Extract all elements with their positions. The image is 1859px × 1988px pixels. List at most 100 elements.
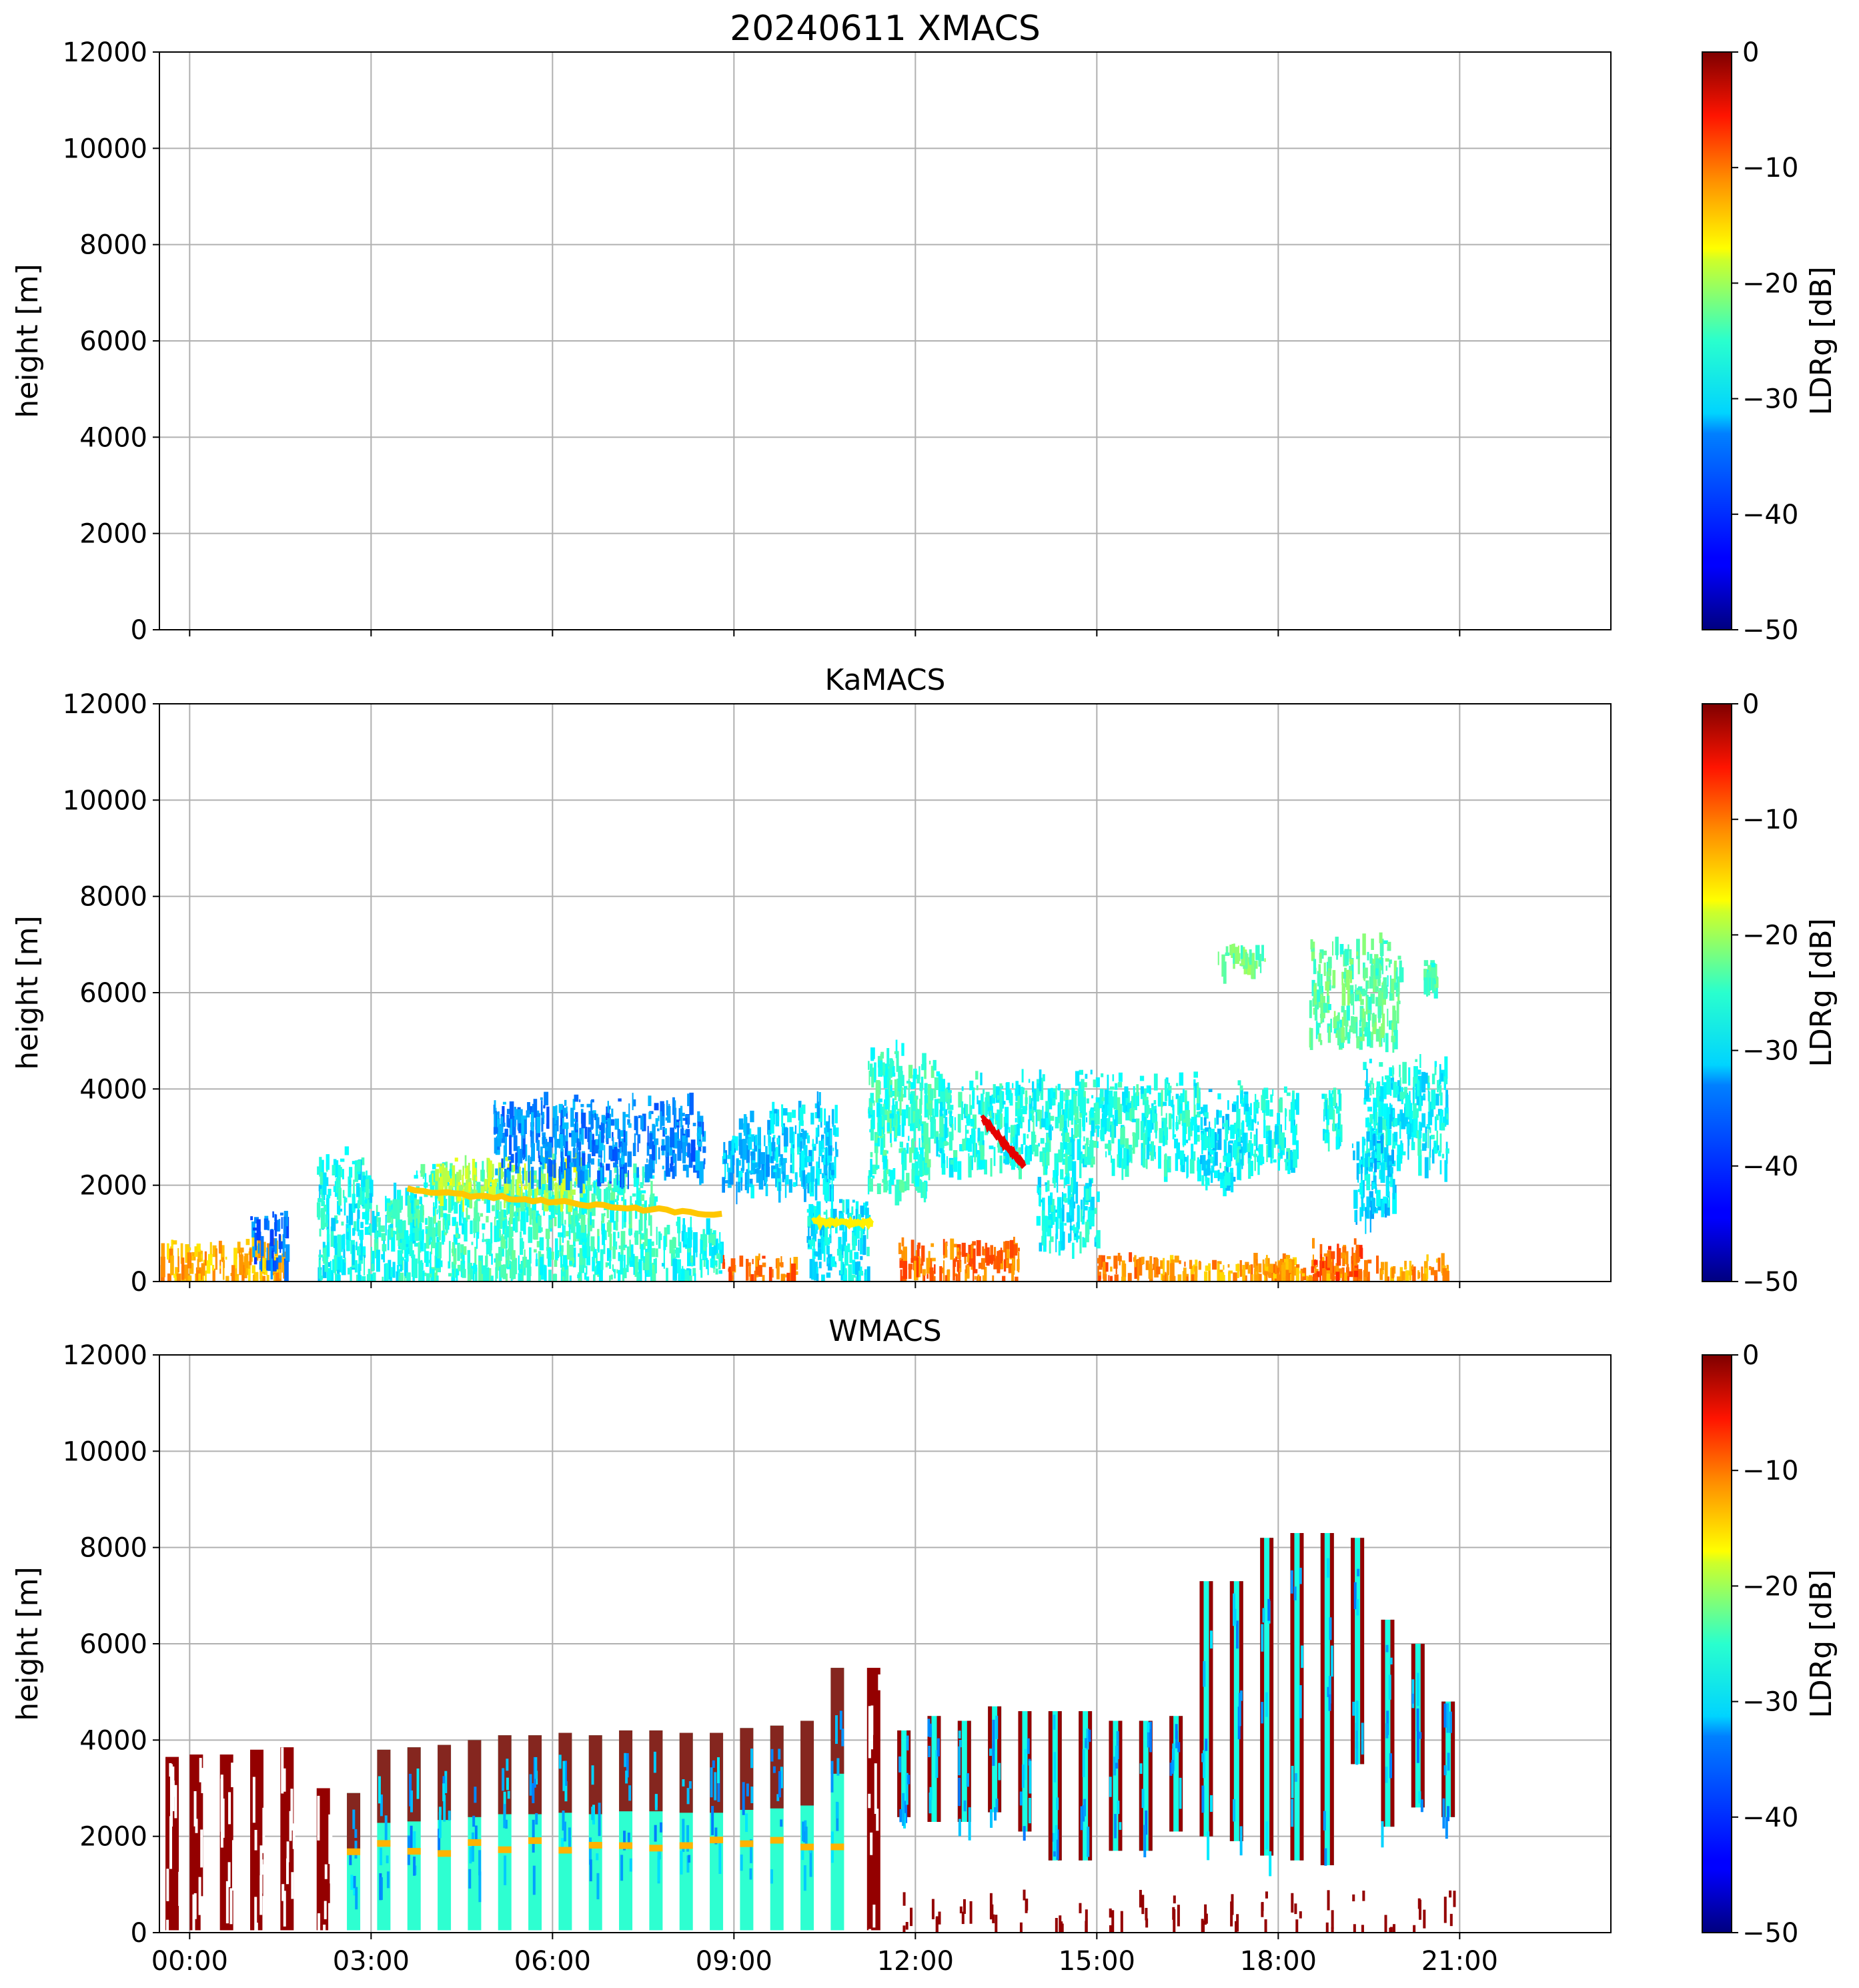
melting-layer-band [406, 1185, 722, 1218]
colorbar-tick-label: −40 [1742, 1151, 1798, 1182]
colorbar-tick-label: −10 [1742, 1456, 1798, 1486]
scan-stripe [1199, 1581, 1213, 1933]
panel-title-kamacs: KaMACS [825, 663, 946, 697]
colorbar-tick-label: 0 [1742, 689, 1759, 720]
echo-region [898, 1236, 1020, 1282]
x-tick-label: 00:00 [151, 1946, 228, 1977]
x-tick-label: 06:00 [514, 1946, 591, 1977]
y-tick-label: 2000 [79, 1171, 147, 1201]
scan-stripe [1381, 1619, 1395, 1933]
echo-region [722, 1254, 798, 1282]
scan-stripe [1018, 1711, 1032, 1933]
colorbar-tick-label: −30 [1742, 1036, 1798, 1067]
scan-stripe [897, 1730, 913, 1933]
y-axis-wmacs: 0 2000 4000 6000 8000 10000 12000 [63, 1340, 159, 1949]
colorbar-tick-label: −50 [1742, 1267, 1798, 1298]
scan-stripe [710, 1732, 724, 1931]
scan-stripe [528, 1735, 542, 1931]
panel-wmacs: 0 2000 4000 6000 8000 10000 12000 00:00 03:00 06… [11, 1314, 1838, 1977]
scan-stripe [1441, 1701, 1456, 1927]
scan-stripe [1351, 1538, 1365, 1933]
scan-stripe [957, 1720, 973, 1925]
echo-region [250, 1211, 290, 1282]
scan-stripe [800, 1720, 814, 1931]
scan-stripe [1411, 1644, 1426, 1933]
echo-region [722, 1110, 773, 1205]
y-tick-label: 10000 [63, 1436, 147, 1467]
echo-region [1217, 943, 1266, 984]
echo-region [770, 1091, 839, 1203]
scan-stripe [407, 1747, 421, 1931]
scan-stripe [377, 1749, 391, 1931]
colorbar-tick-label: 0 [1742, 1340, 1759, 1371]
scan-stripe [468, 1740, 482, 1931]
scan-stripe [498, 1735, 512, 1931]
data-layer-wmacs [165, 1533, 1456, 1933]
echo-region [1036, 1163, 1101, 1259]
figure-title: 20240611 XMACS [730, 9, 1041, 49]
x-axis-ticks-xmacs [189, 630, 1461, 636]
colorbar-gradient [1702, 703, 1732, 1282]
scan-stripe [770, 1725, 784, 1931]
colorbar-label: LDRg [dB] [1804, 266, 1838, 415]
scan-stripe [1229, 1581, 1243, 1933]
data-layer-kamacs [160, 932, 1449, 1282]
y-tick-label: 10000 [63, 785, 147, 816]
colorbar-tick-label: −50 [1742, 615, 1798, 646]
y-tick-label: 2000 [79, 1822, 147, 1853]
echo-region [1200, 1089, 1245, 1197]
colorbar-tick-label: −20 [1742, 920, 1798, 951]
panel-kamacs: 0 2000 4000 6000 8000 10000 12000 KaMACS heigh… [11, 663, 1838, 1298]
scan-stripe [280, 1747, 295, 1931]
y-tick-label: 6000 [79, 978, 147, 1009]
y-tick-label: 2000 [79, 519, 147, 550]
echo-region [493, 1091, 706, 1193]
y-axis-xmacs: 0 2000 4000 6000 8000 10000 12000 [63, 37, 159, 646]
y-axis-kamacs: 0 2000 4000 6000 8000 10000 12000 [63, 689, 159, 1298]
y-tick-label: 4000 [79, 1725, 147, 1756]
scan-stripe [679, 1732, 693, 1931]
colorbar-tick-label: −10 [1742, 805, 1798, 835]
scan-stripe [1048, 1711, 1064, 1933]
melting-layer-band [810, 1213, 874, 1231]
echo-region [1321, 1087, 1343, 1152]
grid-lines-xmacs [159, 51, 1611, 630]
scan-stripe [1079, 1711, 1093, 1933]
x-axis-wmacs: 00:00 03:00 06:00 09:00 12:00 15:00 18:00 21:00 [151, 1933, 1498, 1977]
scan-stripe [1109, 1720, 1123, 1933]
x-tick-label: 09:00 [696, 1946, 772, 1977]
colorbar-gradient [1702, 1354, 1732, 1933]
y-tick-label: 6000 [79, 326, 147, 357]
x-tick-label: 12:00 [877, 1946, 954, 1977]
y-tick-label: 0 [131, 1267, 147, 1298]
echo-region [1423, 960, 1439, 999]
colorbar-label: LDRg [dB] [1804, 918, 1838, 1067]
scan-stripe [866, 1668, 881, 1933]
y-tick-label: 10000 [63, 133, 147, 164]
colorbar-wmacs: 0 −10 −20 −30 −40 −50 LDRg [dB] [1702, 1340, 1838, 1949]
y-tick-label: 6000 [79, 1629, 147, 1660]
scan-stripe [830, 1668, 844, 1931]
colorbar-xmacs: 0 −10 −20 −30 −40 −50 LDRg [dB] [1702, 37, 1838, 646]
scan-stripe [219, 1754, 235, 1931]
scan-stripe [189, 1754, 204, 1933]
echo-region [1160, 1253, 1449, 1282]
x-tick-label: 21:00 [1421, 1946, 1498, 1977]
scan-stripe [438, 1745, 452, 1931]
echo-region [316, 1146, 375, 1282]
echo-region [1254, 1253, 1300, 1282]
colorbar-gradient [1702, 51, 1732, 630]
scan-stripe [558, 1732, 572, 1931]
scan-stripe [588, 1735, 602, 1931]
x-tick-label: 18:00 [1240, 1946, 1317, 1977]
echo-region [371, 1182, 417, 1282]
panel-xmacs: 0 2000 4000 6000 8000 10000 12000 20240611 XMA… [11, 9, 1838, 646]
x-tick-label: 15:00 [1059, 1946, 1135, 1977]
scan-stripe [649, 1730, 663, 1931]
y-tick-label: 8000 [79, 882, 147, 913]
scan-stripe [316, 1788, 333, 1933]
y-tick-label: 12000 [63, 37, 147, 68]
melting-layer-band [980, 1114, 1027, 1169]
scan-stripe [927, 1716, 941, 1933]
